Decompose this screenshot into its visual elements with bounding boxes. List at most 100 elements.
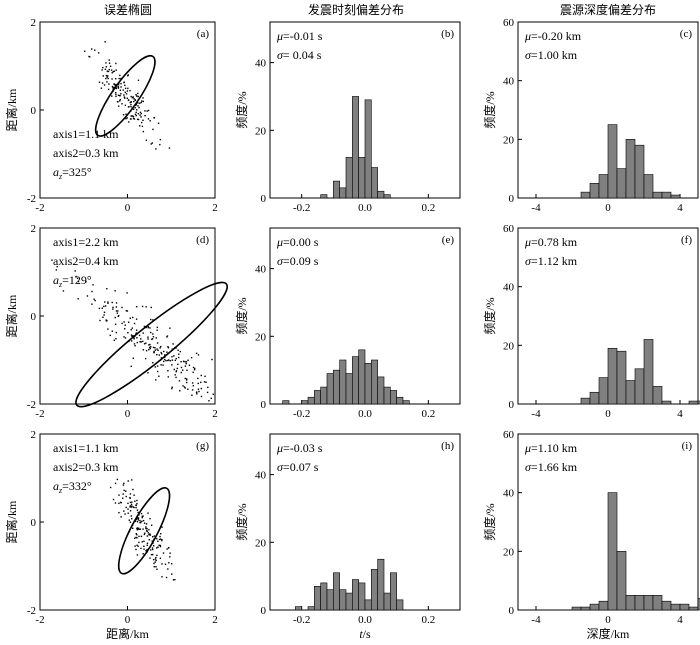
- histogram-bar: [333, 369, 340, 405]
- scatter-point: [107, 70, 110, 73]
- scatter-point: [142, 515, 144, 517]
- scatter-point: [142, 100, 145, 103]
- scatter-point: [111, 95, 113, 97]
- error-ellipse: [94, 54, 156, 137]
- scatter-point: [116, 478, 119, 481]
- x-tick-label: 0: [605, 408, 611, 420]
- scatter-point: [142, 340, 144, 343]
- histogram-bar: [607, 347, 618, 405]
- scatter-point: [210, 397, 212, 400]
- x-tick-label: 0: [605, 614, 611, 626]
- histogram-bar: [598, 600, 609, 611]
- histogram-bar: [314, 586, 321, 611]
- scatter-point: [117, 86, 120, 88]
- scatter-point: [154, 558, 157, 560]
- scatter-point: [148, 528, 150, 531]
- bars: [580, 124, 681, 199]
- scatter-point: [169, 327, 171, 329]
- scatter-point: [152, 128, 154, 131]
- scatter-point: [136, 533, 138, 536]
- scatter-point: [102, 75, 104, 77]
- y-axis-label: 频度/%: [482, 91, 497, 128]
- scatter-point: [136, 337, 138, 339]
- scatter-point: [149, 343, 151, 346]
- histogram-bar: [661, 191, 672, 199]
- scatter-point: [105, 66, 108, 68]
- histogram-bar: [571, 606, 582, 611]
- scatter-point: [149, 533, 151, 535]
- scatter-point: [142, 332, 144, 334]
- scatter-point: [137, 95, 139, 98]
- histogram-bar: [402, 400, 410, 405]
- scatter-point: [104, 41, 106, 43]
- scatter-point: [121, 306, 123, 309]
- histogram-bar: [358, 582, 366, 611]
- scatter-point: [120, 93, 122, 95]
- x-tick-label: 2: [212, 614, 218, 626]
- stat-symbol: σ: [277, 48, 284, 62]
- scatter-point: [109, 65, 112, 67]
- scatter-point: [126, 292, 128, 294]
- annotation-symbol: a: [53, 165, 59, 179]
- scatter-point: [119, 89, 122, 91]
- scatter-point: [111, 85, 114, 88]
- scatter-point: [129, 506, 131, 508]
- scatter-point: [158, 544, 160, 546]
- scatter-point: [196, 393, 198, 395]
- scatter-point: [212, 393, 214, 395]
- x-tick-label: 0.2: [421, 202, 435, 214]
- histogram-bar: [345, 373, 353, 405]
- scatter-point: [144, 532, 146, 534]
- scatter-point: [141, 520, 143, 523]
- scatter-point: [101, 69, 103, 71]
- stat-value: = 0.04 s: [283, 48, 322, 62]
- x-tick-label: 0: [125, 202, 131, 214]
- scatter-point: [159, 535, 161, 538]
- y-axis-label: 距离/km: [4, 500, 19, 543]
- histogram-bar: [345, 157, 353, 199]
- scatter-point: [147, 336, 149, 338]
- scatter-point: [127, 508, 129, 510]
- scatter-point: [93, 298, 95, 300]
- scatter-point: [133, 494, 135, 496]
- scatter-point: [135, 518, 138, 521]
- x-tick-label: 2: [212, 202, 218, 214]
- scatter-point: [142, 119, 144, 122]
- histogram-bar: [352, 579, 359, 611]
- stat-value: =0.00 s: [283, 235, 319, 249]
- histogram-bar: [598, 377, 609, 405]
- y-tick-label: 0: [261, 193, 267, 205]
- y-axis-label: 频度/%: [234, 503, 249, 540]
- scatter-point: [167, 546, 170, 549]
- histogram-bar: [326, 373, 334, 405]
- scatter-point: [179, 350, 182, 353]
- annotation-value: =332°: [62, 479, 92, 493]
- panel-label: (a): [197, 28, 210, 40]
- scatter-point: [135, 111, 137, 114]
- histogram-bar: [697, 597, 700, 611]
- scatter-point: [167, 376, 169, 378]
- y-tick-label: 2: [31, 429, 37, 441]
- annotation-subscript: z: [58, 486, 63, 495]
- column-title-origin-time: 发震时刻偏差分布: [308, 2, 404, 17]
- stat-value: =1.12 km: [531, 254, 578, 268]
- y-tick-label: 60: [503, 223, 515, 235]
- scatter-point: [106, 81, 108, 83]
- scatter-point: [132, 357, 134, 359]
- annotation-azimuth: az=332°: [53, 479, 92, 495]
- histogram-bar: [339, 359, 347, 405]
- scatter-point: [164, 358, 166, 361]
- histogram-bar: [625, 380, 636, 405]
- scatter-point: [131, 501, 133, 503]
- y-axis-label: 频度/%: [482, 297, 497, 334]
- scatter-points: [109, 478, 176, 581]
- scatter-point: [155, 148, 157, 150]
- scatter-point: [168, 147, 171, 149]
- scatter-point: [115, 69, 117, 71]
- scatter-point: [62, 290, 65, 292]
- scatter-point: [115, 95, 117, 98]
- column-title-depth: 震源深度偏差分布: [560, 2, 656, 17]
- y-tick-label: 0: [509, 399, 515, 411]
- scatter-point: [146, 548, 148, 551]
- stat-value: =1.10 km: [531, 441, 578, 455]
